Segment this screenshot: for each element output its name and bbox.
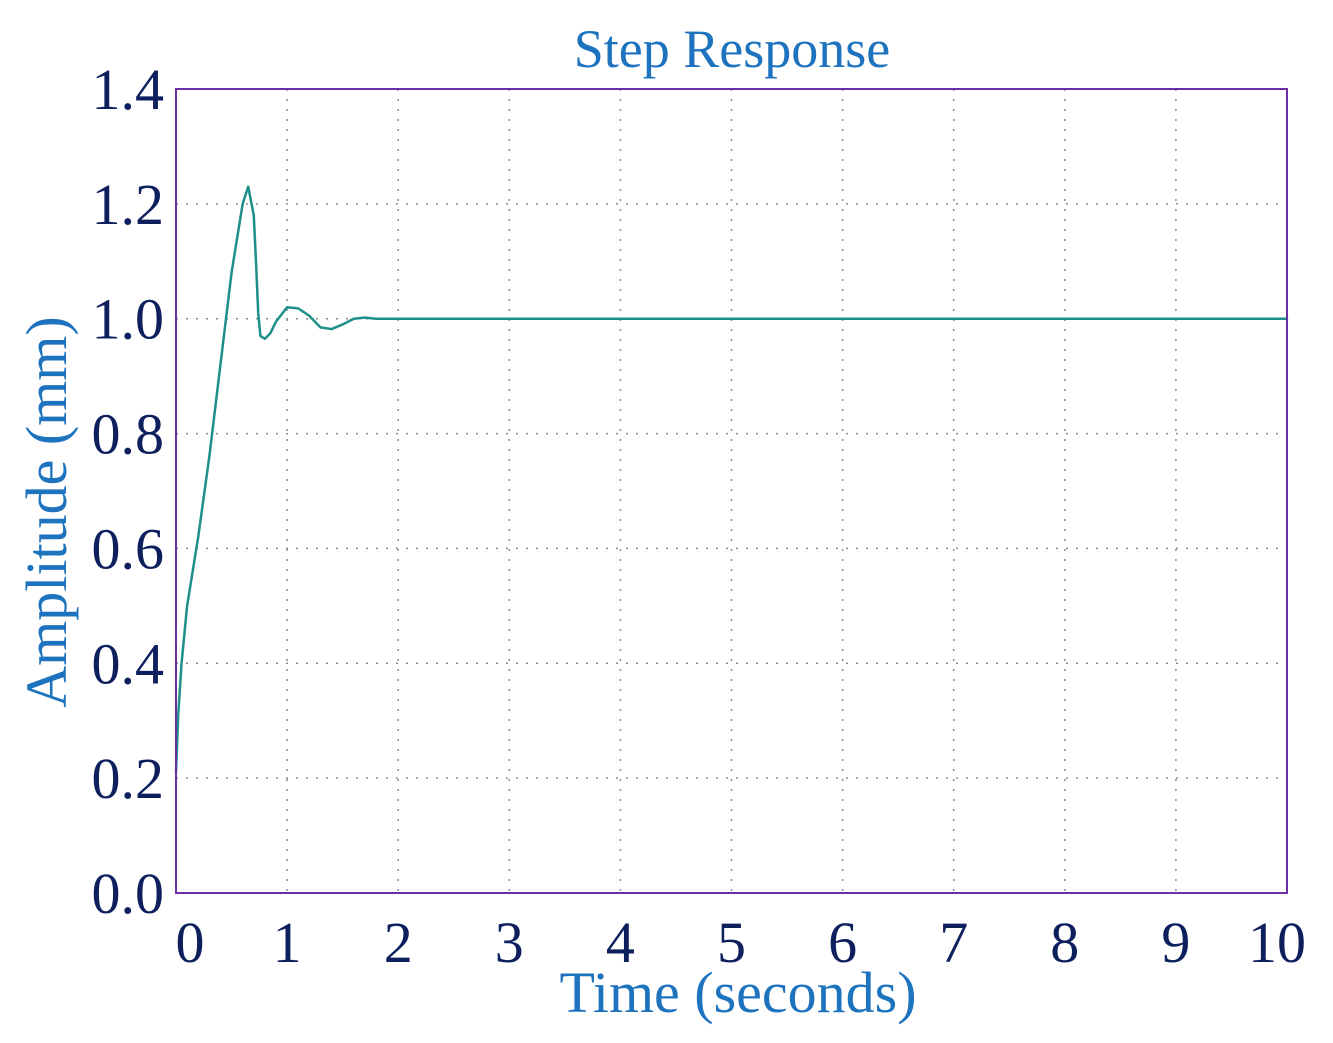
series-line	[174, 185, 1289, 774]
y-tick-label: 0.0	[92, 861, 165, 926]
x-tick-label: 8	[1050, 910, 1079, 975]
y-tick-labels: 0.0 0.2 0.4 0.6 0.8 1.0 1.2 1.4	[92, 57, 165, 926]
x-tick-label: 4	[606, 910, 635, 975]
x-tick-label: 1	[273, 910, 302, 975]
x-tick-labels: 0 1 2 3 4 5 6 7 8 9 10	[176, 910, 1307, 975]
y-tick-label: 0.8	[92, 402, 165, 467]
chart-title: Step Response	[574, 19, 891, 79]
x-tick-label: 0	[176, 910, 205, 975]
x-tick-label: 6	[828, 910, 857, 975]
plot-frame	[175, 88, 1288, 894]
y-tick-label: 0.6	[92, 516, 165, 581]
x-axis-label: Time (seconds)	[559, 960, 916, 1025]
y-tick-label: 1.4	[92, 57, 165, 122]
x-tick-label: 9	[1161, 910, 1190, 975]
x-tick-label: 5	[717, 910, 746, 975]
y-tick-label: 0.2	[92, 746, 165, 811]
plot-area	[174, 185, 1289, 774]
frame-rect	[175, 88, 1288, 894]
y-tick-label: 0.4	[92, 631, 165, 696]
x-tick-label: 2	[384, 910, 413, 975]
y-tick-label: 1.0	[92, 287, 165, 352]
x-tick-label: 3	[495, 910, 524, 975]
y-tick-label: 1.2	[92, 172, 165, 237]
grid	[176, 89, 1287, 893]
x-tick-label: 7	[939, 910, 968, 975]
x-tick-label: 10	[1248, 910, 1306, 975]
y-axis-label: Amplitude (mm)	[14, 316, 79, 707]
